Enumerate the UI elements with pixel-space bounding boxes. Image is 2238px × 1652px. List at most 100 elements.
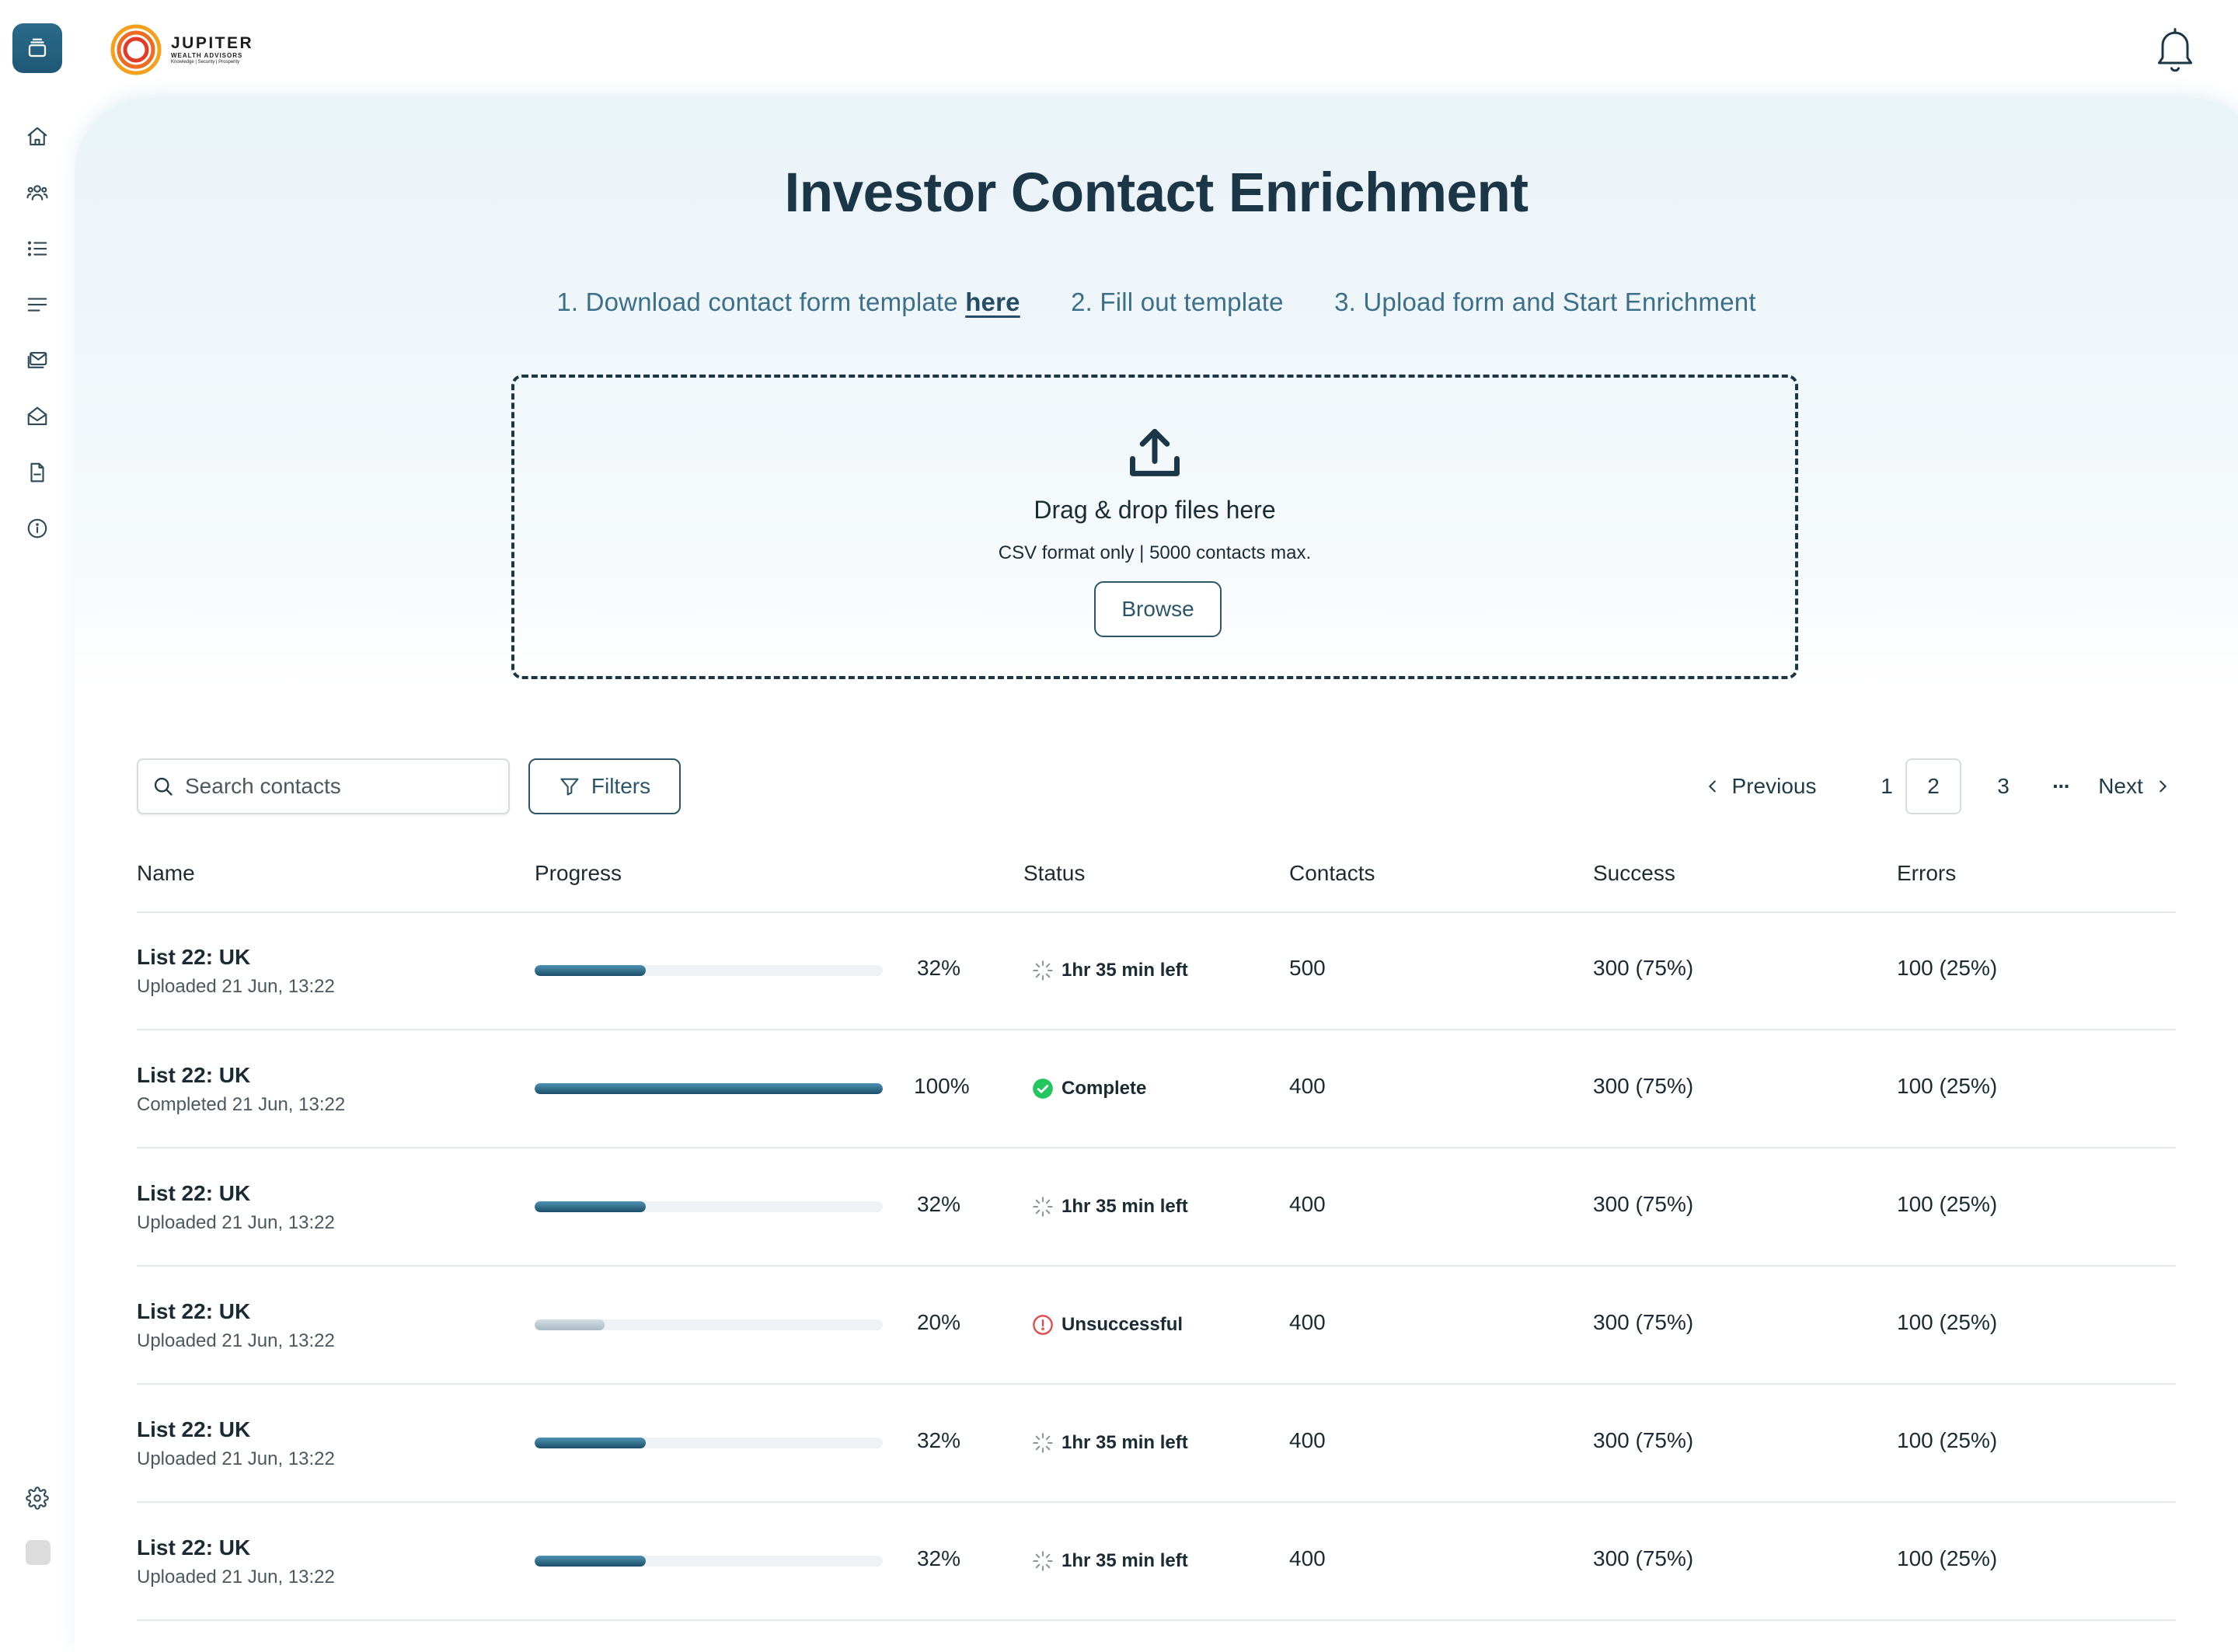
- list-upload-date: Uploaded 21 Jun, 13:22: [137, 1330, 335, 1351]
- page-3-button[interactable]: 3: [1997, 774, 2010, 798]
- contacts-count: 500: [1289, 956, 1326, 980]
- bell-icon: [2157, 28, 2193, 72]
- loading-spinner-icon: [1033, 1197, 1053, 1217]
- sidebar-item-documents[interactable]: [22, 457, 53, 488]
- list-name[interactable]: List 22: UK: [137, 1417, 251, 1441]
- status-text: Complete: [1061, 1078, 1147, 1099]
- success-count: 300 (75%): [1593, 1428, 1694, 1452]
- status-badge: 1hr 35 min left: [1032, 1194, 1188, 1220]
- status-text: 1hr 35 min left: [1061, 1550, 1188, 1571]
- status-badge: 1hr 35 min left: [1032, 957, 1188, 984]
- table-row[interactable]: List 22: UK Uploaded 21 Jun, 13:22 20% Unsu…: [137, 1267, 2176, 1385]
- success-count: 300 (75%): [1593, 1074, 1694, 1098]
- sidebar-item-contacts[interactable]: [22, 177, 53, 208]
- progress-percent: 32%: [916, 1192, 960, 1216]
- file-dropzone[interactable]: Drag & drop files here CSV format only |…: [511, 375, 1798, 679]
- search-box[interactable]: [137, 758, 510, 814]
- logo-text: JUPITER WEALTH ADVISORS Knowledge | Secu…: [171, 33, 254, 65]
- progress-percent: 32%: [916, 1428, 960, 1452]
- page-1-button[interactable]: 1: [1881, 774, 1893, 798]
- search-input[interactable]: [183, 773, 482, 800]
- previous-label: Previous: [1731, 774, 1817, 798]
- status-badge: Complete: [1032, 1075, 1146, 1102]
- step-2: 2. Fill out template: [1071, 288, 1284, 316]
- table-row[interactable]: List 22: UK Uploaded 21 Jun, 13:22 32% 1hr …: [137, 912, 2176, 1030]
- loading-spinner-icon: [1033, 1551, 1053, 1571]
- list-name[interactable]: List 22: UK: [137, 1535, 251, 1560]
- template-download-link[interactable]: here: [965, 288, 1020, 316]
- progress-bar-fill: [535, 1556, 647, 1567]
- sidebar-item-inbox[interactable]: [22, 401, 53, 432]
- status-text: 1hr 35 min left: [1061, 1432, 1188, 1453]
- loading-spinner-icon: [1033, 960, 1053, 981]
- company-logo[interactable]: JUPITER WEALTH ADVISORS Knowledge | Secu…: [110, 23, 253, 76]
- table-row[interactable]: List 22: UK Uploaded 21 Jun, 13:22 32% 1hr …: [137, 1385, 2176, 1503]
- header-contacts[interactable]: Contacts: [1289, 861, 1375, 885]
- list-name[interactable]: List 22: UK: [137, 1063, 251, 1087]
- loading-spinner-icon: [1033, 1433, 1053, 1453]
- success-count: 300 (75%): [1593, 956, 1694, 980]
- status-badge: 1hr 35 min left: [1032, 1430, 1188, 1456]
- header-errors[interactable]: Errors: [1897, 861, 1957, 885]
- header-success[interactable]: Success: [1593, 861, 1675, 885]
- alert-circle-icon: [1033, 1315, 1053, 1335]
- contacts-count: 400: [1289, 1428, 1326, 1452]
- gear-icon: [26, 1486, 49, 1510]
- progress-bar-fill: [535, 1319, 605, 1330]
- brand-name: JUPITER: [171, 33, 254, 52]
- progress-bar: [535, 1319, 883, 1330]
- next-page-button[interactable]: Next: [2092, 758, 2177, 814]
- info-icon: [27, 518, 47, 538]
- list-name[interactable]: List 22: UK: [137, 945, 251, 969]
- sidebar-item-campaigns[interactable]: [22, 345, 53, 376]
- dropzone-title: Drag & drop files here: [1034, 496, 1276, 524]
- filters-label: Filters: [591, 774, 651, 798]
- header-progress[interactable]: Progress: [535, 861, 622, 885]
- instructions: 1. Download contact form template here 2…: [0, 288, 2238, 317]
- main-panel: [75, 98, 2238, 1652]
- app-menu-button[interactable]: [12, 23, 62, 73]
- success-count: 300 (75%): [1593, 1192, 1694, 1216]
- sidebar-item-info[interactable]: [22, 513, 53, 544]
- header-name[interactable]: Name: [137, 861, 195, 885]
- errors-count: 100 (25%): [1897, 1546, 1998, 1570]
- browse-button[interactable]: Browse: [1094, 581, 1222, 637]
- list-name[interactable]: List 22: UK: [137, 1299, 251, 1323]
- filters-button[interactable]: Filters: [528, 758, 681, 814]
- page-title: Investor Contact Enrichment: [784, 162, 1529, 224]
- sidebar-item-notes[interactable]: [22, 289, 53, 320]
- avatar[interactable]: [26, 1540, 51, 1565]
- check-circle-icon: [1033, 1079, 1053, 1099]
- step-1-text: 1. Download contact form template: [556, 288, 966, 316]
- header-divider: [137, 911, 2176, 913]
- list-upload-date: Uploaded 21 Jun, 13:22: [137, 1212, 335, 1233]
- list-upload-date: Uploaded 21 Jun, 13:22: [137, 1448, 335, 1469]
- table-row[interactable]: List 22: UK Uploaded 21 Jun, 13:22 32% 1hr …: [137, 1503, 2176, 1621]
- errors-count: 100 (25%): [1897, 1428, 1998, 1452]
- brand-tagline: Knowledge | Security | Prosperity: [171, 59, 240, 64]
- progress-bar: [535, 1438, 883, 1448]
- errors-count: 100 (25%): [1897, 956, 1998, 980]
- sidebar-item-settings[interactable]: [22, 1483, 53, 1514]
- progress-percent: 32%: [916, 956, 960, 980]
- table-row[interactable]: List 22: UK Uploaded 21 Jun, 13:22 32% 1hr …: [137, 1148, 2176, 1267]
- progress-bar-fill: [535, 965, 647, 976]
- more-pages[interactable]: ···: [2052, 774, 2071, 798]
- page-2-button[interactable]: 2: [1905, 758, 1961, 814]
- stack-icon: [28, 38, 47, 58]
- header-status[interactable]: Status: [1023, 861, 1086, 885]
- contacts-count: 400: [1289, 1546, 1326, 1570]
- sidebar-item-lists[interactable]: [22, 233, 53, 264]
- list-name[interactable]: List 22: UK: [137, 1181, 251, 1205]
- status-text: Unsuccessful: [1061, 1314, 1183, 1335]
- notifications-button[interactable]: [2153, 25, 2198, 76]
- status-text: 1hr 35 min left: [1061, 1196, 1188, 1217]
- sidebar-item-home[interactable]: [22, 121, 53, 152]
- table-row[interactable]: List 22: UK Completed 21 Jun, 13:22 100% Co…: [137, 1030, 2176, 1148]
- filter-icon: [560, 778, 579, 796]
- step-3: 3. Upload form and Start Enrichment: [1334, 288, 1756, 316]
- contacts-count: 400: [1289, 1310, 1326, 1334]
- previous-page-button[interactable]: Previous: [1694, 758, 1826, 814]
- progress-percent: 100%: [914, 1074, 970, 1098]
- errors-count: 100 (25%): [1897, 1192, 1998, 1216]
